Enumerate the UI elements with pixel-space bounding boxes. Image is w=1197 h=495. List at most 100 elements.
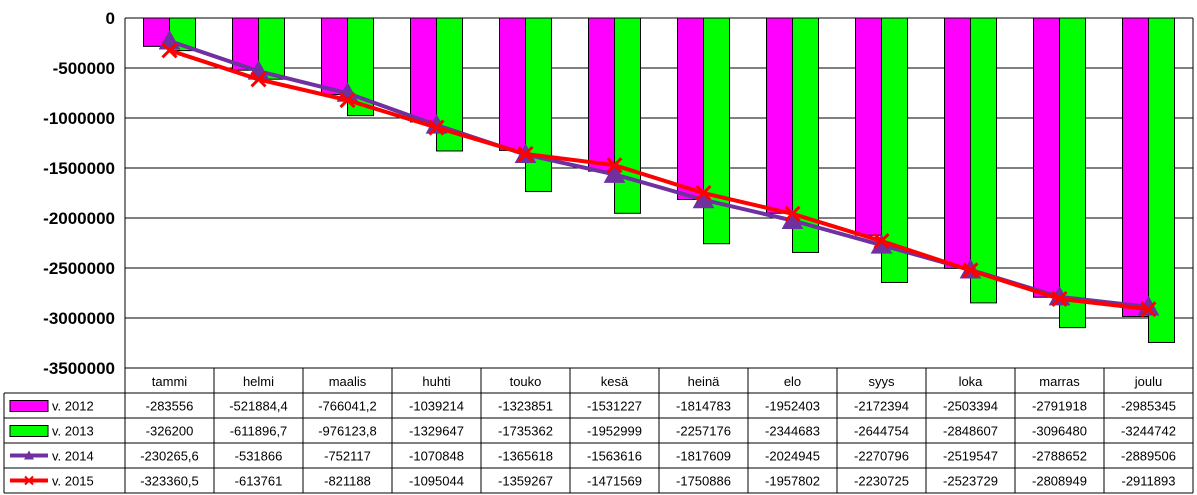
category-label: syys [869, 374, 896, 389]
table-cell-value: -611896,7 [230, 424, 288, 439]
table-cell-value: -326200 [146, 424, 194, 439]
category-label: helmi [243, 374, 274, 389]
y-tick-label: -1000000 [43, 109, 115, 128]
table-cell-value: -1365618 [498, 449, 553, 464]
y-tick-label: -2500000 [43, 259, 115, 278]
data-point [784, 205, 801, 222]
category-label: tammi [152, 374, 188, 389]
y-tick-label: 0 [106, 9, 115, 28]
bar [766, 17, 793, 214]
table-cell-value: -230265,6 [140, 449, 199, 464]
bar [677, 17, 704, 200]
gridlines [125, 17, 1193, 369]
table-cell-value: -2791918 [1032, 399, 1087, 414]
table-cell-value: -1095044 [409, 474, 464, 489]
legend-label: v. 2014 [52, 449, 94, 464]
data-point [873, 233, 890, 250]
table-cell-value: -976123,8 [318, 424, 377, 439]
bar [588, 17, 615, 172]
category-label: touko [510, 374, 542, 389]
table-cell-value: -1817609 [676, 449, 731, 464]
table-cell-value: -2985345 [1121, 399, 1176, 414]
table-cell-value: -3096480 [1032, 424, 1087, 439]
category-label: joulu [1134, 374, 1162, 389]
table-cell-value: -2344683 [765, 424, 820, 439]
table-cell-value: -531866 [235, 449, 283, 464]
data-point [1051, 290, 1068, 307]
table-cell-value: -613761 [235, 474, 283, 489]
table-cell-value: -2889506 [1121, 449, 1176, 464]
y-axis: 0 -500000 -1000000 -1500000 -2000000 -2500000… [43, 9, 1194, 378]
table-cell-value: -323360,5 [140, 474, 199, 489]
table-cell-value: -2808949 [1032, 474, 1087, 489]
legend-label: v. 2013 [52, 424, 94, 439]
data-point [250, 71, 267, 88]
table-cell-value: -1563616 [587, 449, 642, 464]
table-cell-value: -2911893 [1122, 474, 1176, 489]
table-cell-value: -2788652 [1032, 449, 1087, 464]
data-point [962, 262, 979, 279]
bar [232, 17, 259, 71]
data-point [517, 145, 534, 162]
legend-label: v. 2015 [52, 474, 94, 489]
bar [1059, 17, 1086, 329]
data-point [695, 185, 712, 202]
legend-marker [24, 450, 34, 460]
bar [614, 17, 641, 214]
legend-swatch [9, 400, 49, 412]
bar [1122, 17, 1149, 318]
table-cell-value: -2172394 [854, 399, 909, 414]
bar [944, 17, 971, 269]
data-point [161, 42, 178, 59]
table-cell-value: -1952403 [765, 399, 820, 414]
table-cell-value: -2257176 [676, 424, 731, 439]
category-label: kesä [601, 374, 629, 389]
table-cell-value: -2230725 [854, 474, 909, 489]
data-point [428, 119, 445, 136]
bars [143, 17, 1175, 343]
category-label: heinä [688, 374, 721, 389]
series-line [168, 39, 1149, 309]
category-label: marras [1039, 374, 1080, 389]
table-cell-value: -283556 [146, 399, 194, 414]
bar [1148, 17, 1175, 343]
series-line [168, 48, 1149, 312]
bar [1033, 17, 1060, 298]
table-cell-value: -2523729 [943, 474, 998, 489]
table-cell-value: -1070848 [409, 449, 464, 464]
table-cell-value: -2270796 [854, 449, 909, 464]
bar [321, 17, 348, 96]
table-cell-value: -1952999 [587, 424, 642, 439]
table-cell-value: -1329647 [409, 424, 464, 439]
category-label: maalis [329, 374, 367, 389]
table-cell-value: -1471569 [587, 474, 642, 489]
bar [855, 17, 882, 236]
data-point [603, 163, 626, 183]
bar [499, 17, 526, 151]
y-tick-label: -3500000 [43, 359, 115, 378]
table-cell-value: -521884,4 [229, 399, 288, 414]
data-point [1140, 301, 1157, 318]
legend-label: v. 2012 [52, 399, 94, 414]
table-cell-value: -1750886 [676, 474, 731, 489]
y-tick-label: -2000000 [43, 209, 115, 228]
bar [970, 17, 997, 304]
data-point [339, 92, 356, 109]
data-table: tammi helmi maalis huhti touko kesä heinä elo sy… [3, 367, 1194, 494]
table-cell-value: -2519547 [943, 449, 998, 464]
table-cell-value: -2503394 [943, 399, 998, 414]
table-cell-value: -1735362 [498, 424, 553, 439]
category-label: elo [784, 374, 801, 389]
category-label: loka [959, 374, 984, 389]
table-cell-value: -1323851 [498, 399, 553, 414]
y-tick-label: -500000 [53, 59, 115, 78]
legend-swatch [9, 425, 49, 437]
y-tick-label: -3000000 [43, 309, 115, 328]
table-cell-value: -2644754 [854, 424, 909, 439]
table-cell-value: -3244742 [1121, 424, 1176, 439]
table-cell-value: -2848607 [943, 424, 998, 439]
data-point [606, 157, 623, 174]
series-lines [158, 29, 1160, 318]
table-cell-value: -821188 [324, 474, 371, 489]
